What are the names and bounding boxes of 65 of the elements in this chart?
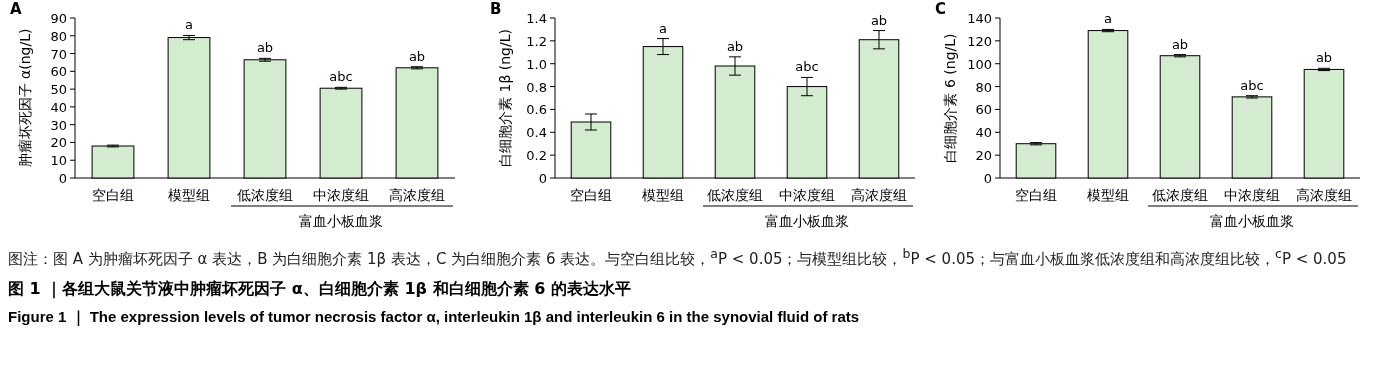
text: 富血小板血浆 <box>765 213 849 229</box>
annotation: abc <box>329 69 353 85</box>
y-tick-label: 80 <box>50 28 67 44</box>
y-tick-label: 70 <box>50 46 67 62</box>
x-tick-label: 空白组 <box>92 187 134 203</box>
chart-title: A <box>10 0 22 18</box>
y-tick-label: 60 <box>50 64 67 80</box>
caption: Figure 1 ｜ The expression levels of tumor necrosis factor α, interleukin 1β and interleukin 6 in the synovial fluid of rats <box>8 308 861 327</box>
y-tick-label: 100 <box>967 56 992 72</box>
y-tick-label: 40 <box>975 125 992 141</box>
x-tick-label: 高浓度组 <box>851 187 907 203</box>
x-tick-label: 模型组 <box>168 187 210 203</box>
y-tick-label: 10 <box>50 153 67 169</box>
y-tick-label: 20 <box>975 148 992 164</box>
annotation: ab <box>870 12 888 28</box>
y-tick-label: 1.4 <box>526 11 547 26</box>
y-tick-label: 120 <box>967 33 992 49</box>
y-tick-label: 0.2 <box>526 148 547 164</box>
chart-title: C <box>935 0 947 18</box>
annotation: a <box>185 17 193 33</box>
y-tick-label: 1.2 <box>526 33 547 49</box>
text: 图注：图 A 为肿瘤坏死因子 α 表达，B 为白细胞介素 1β 表达，C 为白细胞介素 6 表达。与空白组比较，$^{a}$P < 0.05；与模型组比较，$^{b}$P < 0.05；与富血小板血浆低浓度组和高浓度组比较，$^{c}$P < 0.05 <box>8 245 1348 270</box>
text: 富血小板血浆 <box>299 213 383 229</box>
x-tick-label: 低浓度组 <box>707 187 763 203</box>
y-tick-label: 0 <box>58 171 67 186</box>
annotation: abc <box>1240 77 1264 93</box>
y-tick-label: 0.8 <box>526 79 547 95</box>
y-tick-label: 90 <box>50 11 67 26</box>
y-tick-label: 40 <box>50 99 67 115</box>
y-tick-label: 1.0 <box>526 56 547 72</box>
y-tick-label: 0.4 <box>526 125 547 141</box>
y-tick-label: 50 <box>50 82 67 98</box>
chart-title: B <box>490 0 502 18</box>
caption: 图 1 ｜各组大鼠关节液中肿瘤坏死因子 α、白细胞介素 1β 和白细胞介素 6 的表达水平 <box>8 279 632 300</box>
y-tick-label: 60 <box>975 102 992 118</box>
x-tick-label: 中浓度组 <box>779 187 835 203</box>
x-tick-label: 模型组 <box>1087 187 1129 203</box>
y-tick-label: 140 <box>967 11 992 26</box>
x-tick-label: 低浓度组 <box>1152 187 1208 203</box>
y-axis-title: 白细胞介素 1β (ng/L) <box>497 29 513 167</box>
y-tick-label: 0 <box>538 171 547 186</box>
y-tick-label: 0 <box>983 171 992 186</box>
y-axis-title: 肿瘤坏死因子 α(ng/L) <box>17 28 33 168</box>
x-tick-label: 高浓度组 <box>389 187 445 203</box>
annotation: a <box>659 20 667 36</box>
annotation: ab <box>1171 36 1189 52</box>
annotation: ab <box>408 48 426 64</box>
x-tick-label: 空白组 <box>570 187 612 203</box>
y-tick-label: 80 <box>975 79 992 95</box>
x-tick-label: 中浓度组 <box>313 187 369 203</box>
x-tick-label: 模型组 <box>642 187 684 203</box>
y-tick-label: 30 <box>50 117 67 133</box>
x-tick-label: 低浓度组 <box>237 187 293 203</box>
y-tick-label: 0.6 <box>526 102 547 118</box>
text: 富血小板血浆 <box>1210 213 1294 229</box>
x-tick-label: 空白组 <box>1015 187 1057 203</box>
annotation: ab <box>1315 50 1333 66</box>
annotation: ab <box>256 40 274 56</box>
y-tick-label: 20 <box>50 135 67 151</box>
annotation: abc <box>795 59 819 75</box>
x-tick-label: 高浓度组 <box>1296 187 1352 203</box>
annotation: ab <box>726 38 744 54</box>
x-tick-label: 中浓度组 <box>1224 187 1280 203</box>
y-axis-title: 白细胞介素 6 (ng/L) <box>942 33 958 163</box>
annotation: a <box>1104 11 1112 27</box>
